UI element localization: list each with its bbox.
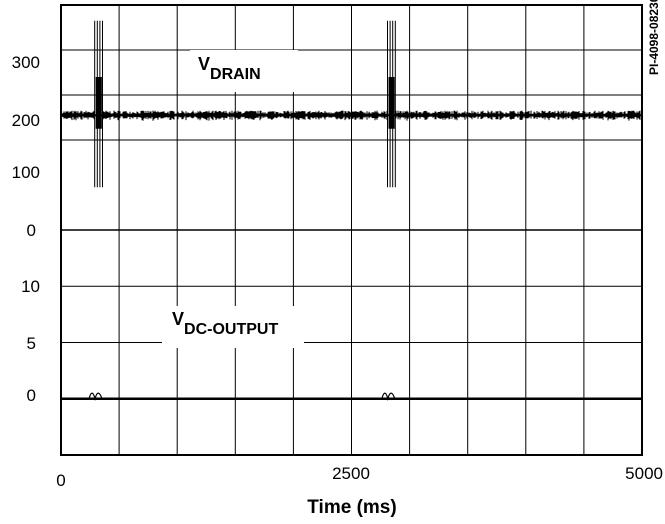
x-tick-label: 2500 bbox=[332, 464, 370, 483]
x-axis-label: Time (ms) bbox=[307, 497, 396, 518]
vdrain-label-main: V bbox=[198, 54, 210, 74]
vdrain-burst-spikes bbox=[94, 20, 103, 188]
svg-text:VDRAIN: VDRAIN bbox=[198, 54, 261, 83]
figure-code: PI-4098-082305 bbox=[647, 0, 661, 75]
x-tick-labels: 0 2500 5000 bbox=[56, 464, 663, 490]
y-tick-label: 300 bbox=[12, 53, 40, 72]
vdc-output-bump bbox=[381, 392, 396, 402]
vdrain-label: VDRAIN bbox=[190, 50, 298, 92]
y-tick-label: 5 bbox=[27, 334, 36, 353]
x-tick-label: 5000 bbox=[625, 464, 663, 483]
vdrain-burst-band bbox=[388, 77, 395, 129]
y-tick-label: 100 bbox=[12, 163, 40, 182]
vdc-output-label: VDC-OUTPUT bbox=[162, 306, 304, 348]
vdc-output-noise bbox=[61, 397, 642, 400]
traces bbox=[61, 20, 642, 402]
vdrain-burst-spikes bbox=[387, 20, 396, 188]
y-tick-label: 10 bbox=[21, 277, 40, 296]
vdc-output-label-sub: DC-OUTPUT bbox=[184, 321, 278, 338]
vdc-output-label-main: V bbox=[172, 309, 184, 329]
vdrain-burst-band bbox=[95, 77, 102, 129]
y-tick-labels: 300 200 100 0 10 5 0 bbox=[12, 53, 40, 405]
x-tick-label: 0 bbox=[56, 471, 65, 490]
vdc-output-bump bbox=[88, 392, 103, 402]
y-tick-label: 0 bbox=[27, 221, 36, 240]
svg-text:VDC-OUTPUT: VDC-OUTPUT bbox=[172, 309, 278, 338]
y-tick-label: 200 bbox=[12, 111, 40, 130]
vdrain-label-sub: DRAIN bbox=[210, 66, 261, 83]
y-tick-label: 0 bbox=[27, 386, 36, 405]
